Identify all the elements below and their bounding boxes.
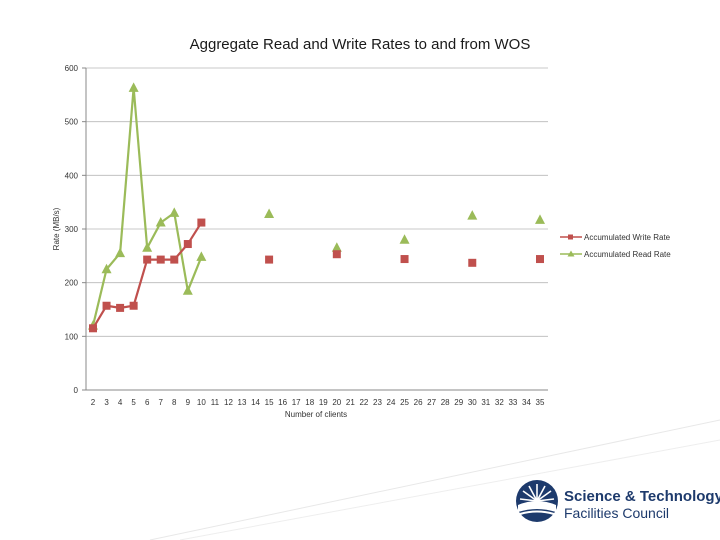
accumulated-write-rate-point [468,258,477,267]
y-tick-label: 600 [65,64,79,73]
x-tick-label: 13 [238,398,247,407]
legend: Accumulated Write Rate Accumulated Read R… [560,233,671,259]
accumulated-read-rate-point [467,210,478,220]
y-tick-label: 0 [74,386,79,395]
logo-text-line1: Science & Technology [564,488,720,505]
x-tick-label: 26 [414,398,423,407]
x-tick-label: 15 [265,398,274,407]
accumulated-write-rate-point [183,240,192,249]
accumulated-read-rate-point [399,234,410,244]
grid [86,67,548,337]
accumulated-read-rate-point [128,82,139,92]
x-tick-label: 29 [454,398,463,407]
accumulated-read-rate-point [142,242,153,252]
x-tick-label: 28 [441,398,450,407]
accumulated-write-rate-point [197,218,206,227]
accumulated-read-rate-point [196,251,207,261]
y-tick-label: 100 [65,332,79,341]
x-tick-label: 23 [373,398,382,407]
x-tick-label: 10 [197,398,206,407]
legend-label-accumulated-write-rate: Accumulated Write Rate [584,233,671,242]
x-tick-label: 24 [387,398,396,407]
x-tick-label: 11 [211,398,220,407]
x-tick-label: 25 [400,398,409,407]
y-ticks: 0 100 200 300 400 500 600 [65,64,86,395]
background-decoration [149,419,720,540]
x-tick-label: 31 [481,398,490,407]
accumulated-write-rate-point [156,255,165,264]
accumulated-read-rate-series [88,82,545,330]
x-tick-label: 35 [536,398,545,407]
legend-swatch-marker [567,250,575,257]
x-tick-label: 3 [104,398,109,407]
accumulated-read-rate-line [91,87,203,326]
x-tick-label: 8 [172,398,177,407]
accumulated-write-rate-point [265,255,274,264]
accumulated-read-rate-point [264,208,275,218]
x-tick-label: 17 [292,398,301,407]
x-tick-label: 4 [118,398,123,407]
y-tick-label: 200 [65,279,79,288]
y-axis-label: Rate (MB/s) [52,207,61,250]
accumulated-write-rate-point [89,324,97,333]
y-tick-label: 500 [65,118,79,127]
x-ticks: 2 3 4 5 6 7 8 9 10 11 12 13 14 15 16 17 18 19 20 21 22 23 24 25… [91,398,545,407]
x-tick-label: 6 [145,398,150,407]
x-tick-label: 34 [522,398,531,407]
accumulated-read-rate-point [182,285,193,295]
chart-title: Aggregate Read and Write Rates to and fr… [189,36,531,53]
x-tick-label: 9 [186,398,191,407]
x-tick-label: 19 [319,398,328,407]
x-tick-label: 30 [468,398,477,407]
accumulated-read-rate-point [331,242,342,252]
x-tick-label: 5 [131,398,136,407]
x-tick-label: 12 [224,398,233,407]
accumulated-write-rate-point [536,255,544,264]
accumulated-read-rate-point [169,207,180,217]
x-axis-label: Number of clients [285,410,347,419]
x-tick-label: 16 [278,398,287,407]
x-tick-label: 32 [495,398,504,407]
accumulated-write-rate-point [170,255,179,264]
x-tick-label: 7 [159,398,164,407]
y-tick-label: 300 [65,225,79,234]
accumulated-read-rate-point [155,217,166,227]
x-tick-label: 14 [251,398,260,407]
accumulated-write-rate-point [102,301,111,310]
x-tick-label: 27 [427,398,436,407]
y-tick-label: 400 [65,171,79,180]
accumulated-write-rate-point [129,301,138,310]
accumulated-write-rate-point [116,303,125,312]
x-tick-label: 20 [332,398,341,407]
accumulated-write-rate-point [143,255,152,264]
accumulated-write-rate-point [400,255,409,264]
x-tick-label: 2 [91,398,96,407]
accumulated-read-rate-point [101,263,112,274]
legend-label-accumulated-read-rate: Accumulated Read Rate [584,250,671,259]
x-tick-label: 18 [305,398,314,407]
logo-text-line2: Facilities Council [564,505,670,521]
accumulated-read-rate-point [115,247,126,258]
stfc-logo-icon [516,480,558,522]
x-tick-label: 21 [346,398,355,407]
x-tick-label: 22 [359,398,368,407]
accumulated-write-rate-point [332,250,341,259]
series [88,82,545,333]
x-tick-label: 33 [508,398,517,407]
stfc-logo: Science & Technology Facilities Council [514,476,720,526]
accumulated-write-rate-series [89,218,544,333]
legend-swatch-marker [568,234,573,240]
accumulated-read-rate-point [535,214,545,224]
